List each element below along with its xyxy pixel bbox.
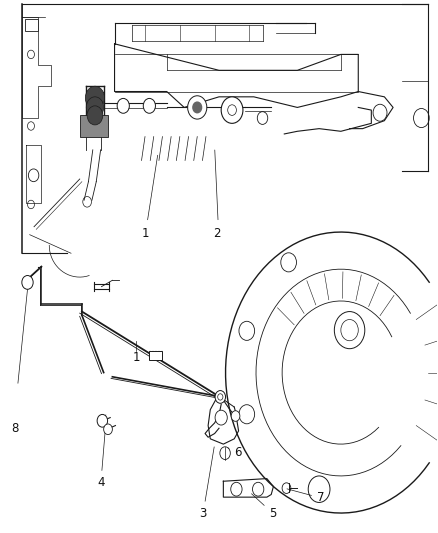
Circle shape [239, 321, 254, 341]
Text: 4: 4 [97, 426, 106, 489]
Circle shape [97, 415, 108, 427]
Text: 6: 6 [228, 446, 242, 459]
Circle shape [28, 50, 35, 59]
Circle shape [86, 97, 104, 118]
Circle shape [143, 99, 155, 114]
Circle shape [83, 197, 92, 207]
Circle shape [282, 483, 291, 494]
Circle shape [187, 96, 207, 119]
Circle shape [215, 391, 226, 403]
Circle shape [253, 482, 264, 496]
Circle shape [228, 105, 237, 115]
Circle shape [334, 312, 365, 349]
Circle shape [221, 97, 243, 123]
Circle shape [193, 102, 201, 113]
Text: 1: 1 [133, 351, 140, 365]
Circle shape [28, 122, 35, 130]
Bar [149, 351, 162, 360]
Circle shape [413, 109, 429, 127]
Circle shape [117, 99, 129, 114]
Text: 7: 7 [287, 489, 325, 504]
Circle shape [215, 410, 227, 425]
Circle shape [22, 276, 33, 289]
Circle shape [341, 319, 358, 341]
Text: 1: 1 [141, 227, 149, 240]
Circle shape [220, 447, 230, 459]
Text: 5: 5 [251, 494, 276, 520]
Circle shape [85, 86, 105, 110]
Circle shape [281, 253, 297, 272]
Bar [80, 115, 108, 136]
Circle shape [218, 394, 223, 400]
Bar [25, 19, 38, 30]
Circle shape [373, 104, 387, 121]
Text: 3: 3 [199, 447, 214, 520]
Text: 8: 8 [12, 422, 19, 435]
Circle shape [28, 200, 35, 209]
Circle shape [231, 482, 242, 496]
Text: 2: 2 [213, 227, 221, 240]
Circle shape [257, 112, 268, 124]
Circle shape [104, 424, 113, 434]
Circle shape [231, 411, 240, 421]
Circle shape [87, 106, 103, 125]
Circle shape [28, 169, 39, 182]
Circle shape [308, 476, 330, 503]
Circle shape [239, 405, 254, 424]
